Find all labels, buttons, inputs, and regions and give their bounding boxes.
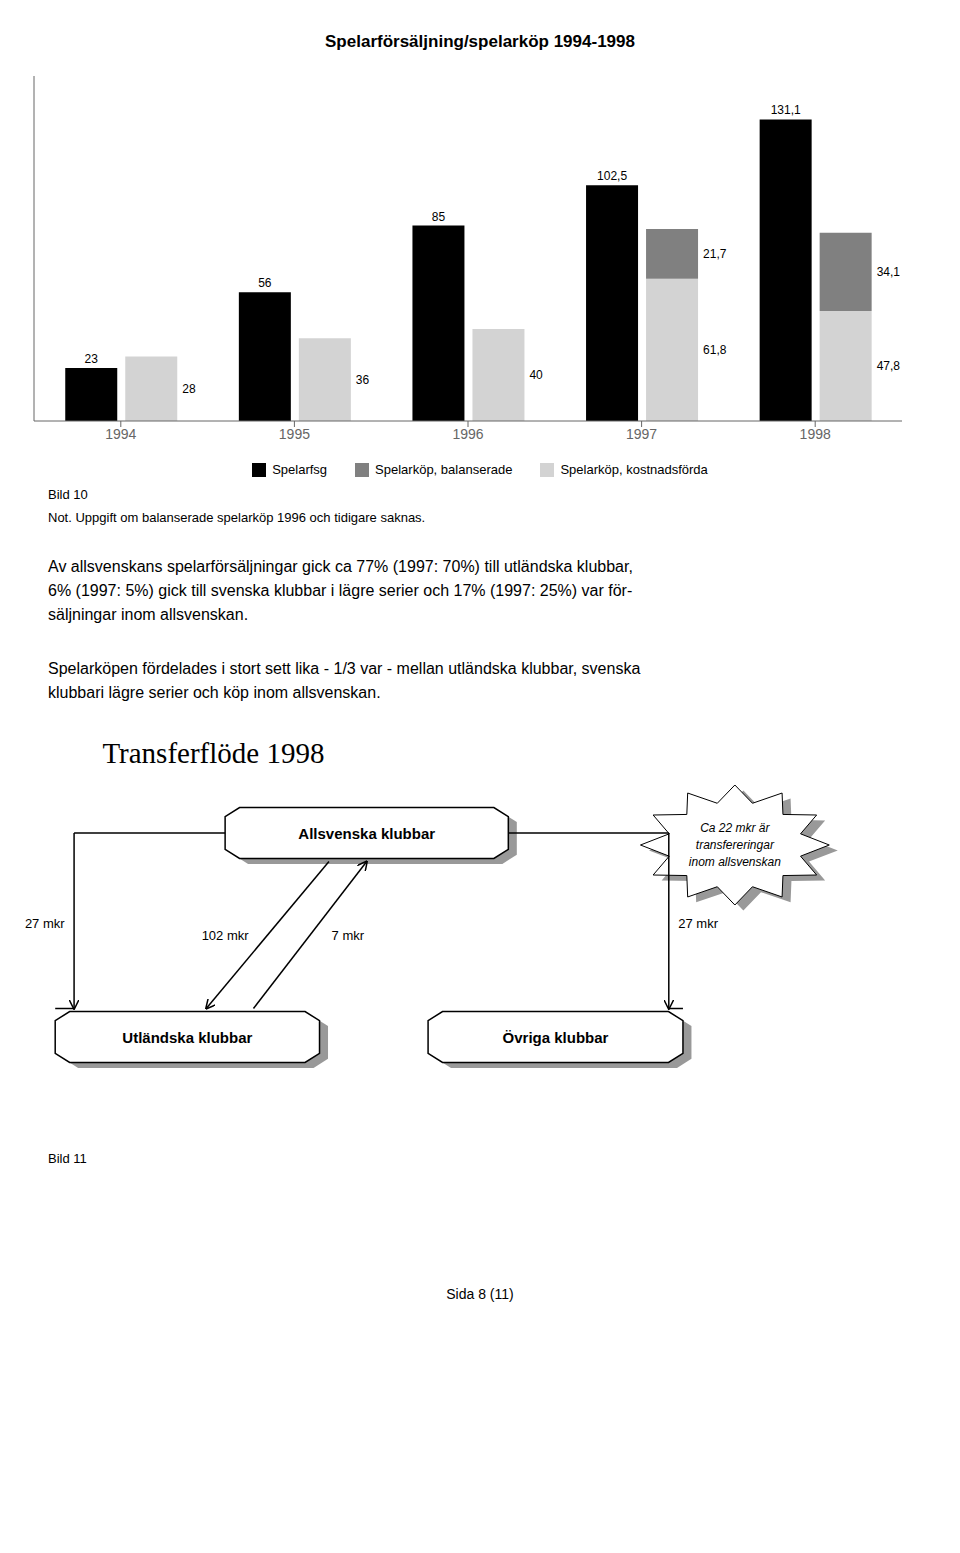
- html-text:Bild 10: Bild 10: [48, 487, 88, 502]
- svg-text:34,1: 34,1: [877, 265, 901, 279]
- svg-text:56: 56: [258, 276, 272, 290]
- html-text:Spelarköp, kostnadsförda: Spelarköp, kostnadsförda: [560, 462, 708, 477]
- svg-text:102 mkr: 102 mkr: [202, 928, 250, 943]
- svg-text:102,5: 102,5: [597, 169, 627, 183]
- svg-text:Allsvenska klubbar: Allsvenska klubbar: [298, 825, 435, 842]
- svg-text:131,1: 131,1: [771, 103, 801, 117]
- svg-text:1996: 1996: [452, 426, 483, 442]
- html-text:Av allsvenskans spelarförsäljn: Av allsvenskans spelarförsäljningar gick…: [48, 558, 633, 623]
- svg-text:40: 40: [529, 368, 543, 382]
- svg-text:27 mkr: 27 mkr: [25, 916, 65, 931]
- svg-text:61,8: 61,8: [703, 343, 727, 357]
- svg-text:Utländska klubbar: Utländska klubbar: [122, 1029, 252, 1046]
- html-text:Spelarfsg: Spelarfsg: [272, 462, 328, 477]
- svg-text:23: 23: [85, 352, 99, 366]
- svg-text:36: 36: [356, 373, 370, 387]
- html-text:Spelarköp, balanserade: Spelarköp, balanserade: [375, 462, 513, 477]
- svg-text:1997: 1997: [626, 426, 657, 442]
- svg-text:85: 85: [432, 210, 446, 224]
- html-text:Bild 11: Bild 11: [48, 1151, 87, 1166]
- html-text:Spelarköpen fördelades i stort: Spelarköpen fördelades i stort sett lika…: [48, 660, 641, 701]
- svg-text:7 mkr: 7 mkr: [332, 928, 365, 943]
- svg-text:Övriga klubbar: Övriga klubbar: [503, 1029, 609, 1046]
- svg-text:1995: 1995: [279, 426, 310, 442]
- html-text:Sida 8 (11): Sida 8 (11): [446, 1286, 514, 1302]
- svg-text:1994: 1994: [105, 426, 136, 442]
- svg-text:1998: 1998: [800, 426, 831, 442]
- svg-text:Transferflöde 1998: Transferflöde 1998: [102, 737, 324, 769]
- svg-text:47,8: 47,8: [877, 359, 901, 373]
- svg-text:21,7: 21,7: [703, 247, 727, 261]
- html-text:Spelarförsäljning/spelarköp 19: Spelarförsäljning/spelarköp 1994-1998: [325, 32, 635, 51]
- svg-text:27 mkr: 27 mkr: [678, 916, 718, 931]
- svg-text:Ca 22 mkr ärtransfereringarino: Ca 22 mkr ärtransfereringarinom allsvens…: [689, 821, 781, 869]
- html-text:Not. Uppgift om balanserade sp: Not. Uppgift om balanserade spelarköp 19…: [48, 510, 426, 525]
- svg-text:28: 28: [182, 382, 196, 396]
